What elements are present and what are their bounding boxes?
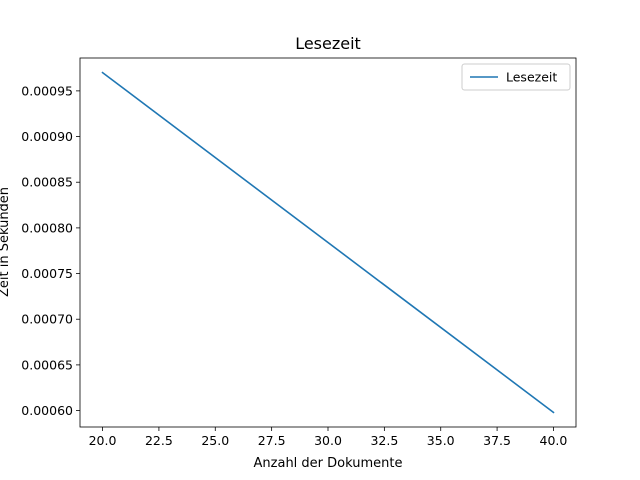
x-tick-label: 30.0 — [314, 433, 342, 448]
x-tick-label: 40.0 — [540, 433, 568, 448]
x-tick-label: 25.0 — [201, 433, 229, 448]
x-tick-label: 20.0 — [89, 433, 117, 448]
x-tick-label: 35.0 — [427, 433, 455, 448]
y-tick-label: 0.00085 — [21, 175, 73, 190]
x-tick-label: 32.5 — [370, 433, 398, 448]
plot-area: 20.0 22.5 25.0 27.5 30.0 32.5 35.0 37.5 40.0 0.00… — [21, 57, 577, 448]
y-axis-label: Zeit in Sekunden — [0, 187, 12, 297]
y-tick-label: 0.00090 — [21, 129, 73, 144]
chart-title: Lesezeit — [295, 34, 361, 53]
y-tick-label: 0.00080 — [21, 220, 73, 235]
x-tick-label: 27.5 — [258, 433, 286, 448]
y-tick-label: 0.00095 — [21, 83, 73, 98]
axes-frame — [79, 57, 577, 428]
legend-label: Lesezeit — [506, 70, 557, 85]
x-tick-label: 37.5 — [483, 433, 511, 448]
x-axis-label: Anzahl der Dokumente — [254, 456, 403, 471]
x-tick-label: 22.5 — [145, 433, 173, 448]
y-tick-label: 0.00075 — [21, 266, 73, 281]
legend-box — [461, 63, 571, 91]
y-tick-label: 0.00070 — [21, 312, 73, 327]
y-tick-label: 0.00060 — [21, 403, 73, 418]
legend: Lesezeit — [461, 63, 571, 91]
y-tick-label: 0.00065 — [21, 357, 73, 372]
series-line-0 — [101, 71, 555, 414]
